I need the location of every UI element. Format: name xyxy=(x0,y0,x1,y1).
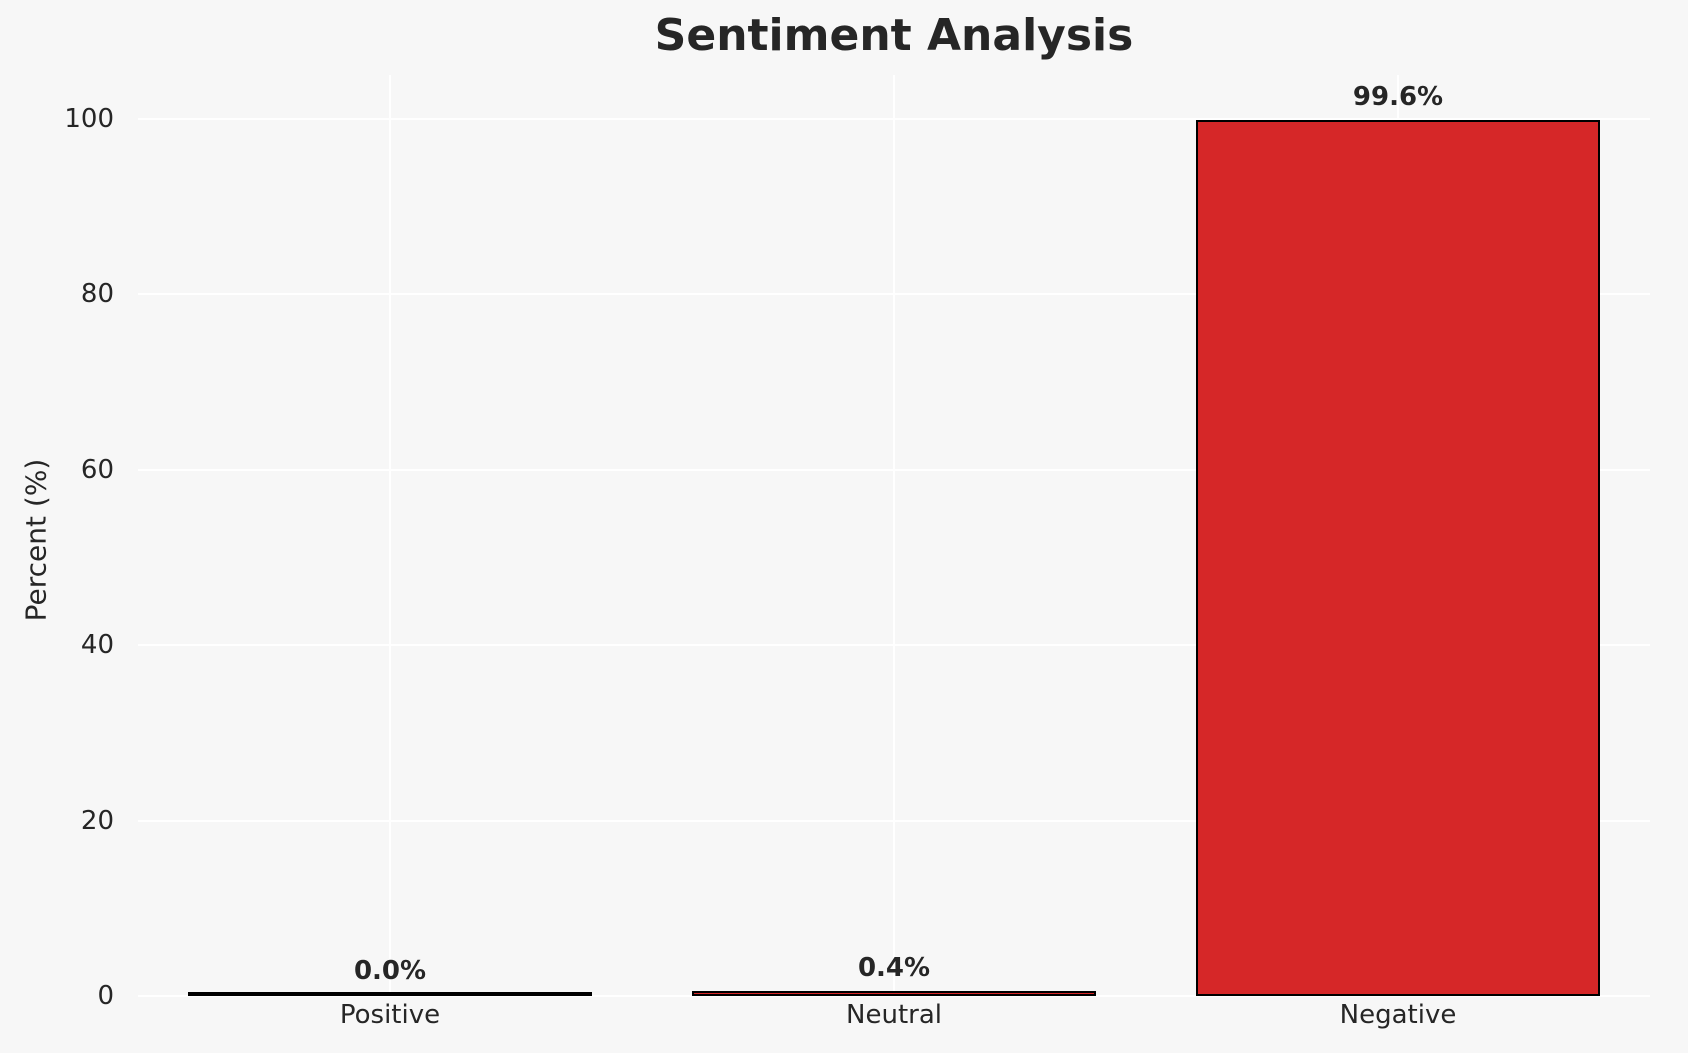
x-axis: Positive Neutral Negative xyxy=(138,1000,1650,1040)
y-tick-label: 0 xyxy=(97,981,114,1011)
x-tick-label-neutral: Neutral xyxy=(846,1000,942,1030)
y-tick-label: 20 xyxy=(80,805,114,836)
y-axis: 0 20 40 60 80 100 xyxy=(0,75,126,1011)
plot-area: 0.0% 0.4% 99.6% xyxy=(138,75,1650,997)
bar-negative xyxy=(1196,120,1600,996)
x-tick-label-positive: Positive xyxy=(339,1000,441,1030)
chart-title: Sentiment Analysis xyxy=(654,10,1134,61)
bar-value-label: 99.6% xyxy=(1352,82,1444,113)
bar-value-label: 0.0% xyxy=(353,956,427,986)
bar-value-label: 0.4% xyxy=(857,952,931,983)
bar-positive xyxy=(188,992,592,996)
y-tick-label: 80 xyxy=(80,279,114,310)
x-tick-label-negative: Negative xyxy=(1339,1000,1457,1030)
y-tick-label: 100 xyxy=(64,103,114,134)
gridline-vertical xyxy=(893,75,895,996)
gridline-vertical xyxy=(389,75,391,996)
bar-neutral xyxy=(692,990,1096,996)
y-tick-label: 60 xyxy=(80,454,114,485)
gridline-horizontal xyxy=(138,995,1650,997)
y-tick-label: 40 xyxy=(80,630,114,661)
